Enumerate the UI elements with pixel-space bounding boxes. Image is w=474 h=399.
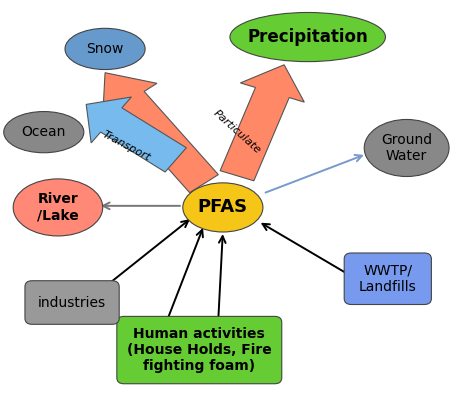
- Text: Transport: Transport: [100, 129, 152, 163]
- Text: industries: industries: [38, 296, 106, 310]
- Polygon shape: [103, 73, 219, 193]
- Ellipse shape: [65, 28, 145, 69]
- Polygon shape: [86, 97, 186, 172]
- Text: Ocean: Ocean: [22, 125, 66, 139]
- Polygon shape: [220, 65, 304, 181]
- Ellipse shape: [364, 119, 449, 176]
- Ellipse shape: [4, 112, 84, 153]
- FancyBboxPatch shape: [344, 253, 431, 304]
- Text: Snow: Snow: [86, 42, 124, 56]
- Ellipse shape: [230, 12, 385, 61]
- FancyBboxPatch shape: [25, 281, 119, 324]
- Text: PFAS: PFAS: [198, 198, 248, 216]
- Text: Ground
Water: Ground Water: [381, 133, 432, 163]
- Ellipse shape: [13, 179, 103, 236]
- Text: Particulate: Particulate: [211, 108, 263, 156]
- Text: Precipitation: Precipitation: [247, 28, 368, 46]
- Ellipse shape: [183, 183, 263, 232]
- Text: WWTP/
Landfills: WWTP/ Landfills: [359, 264, 417, 294]
- Text: River
/Lake: River /Lake: [37, 192, 79, 223]
- FancyBboxPatch shape: [117, 316, 282, 384]
- Text: Human activities
(House Holds, Fire
fighting foam): Human activities (House Holds, Fire figh…: [127, 327, 272, 373]
